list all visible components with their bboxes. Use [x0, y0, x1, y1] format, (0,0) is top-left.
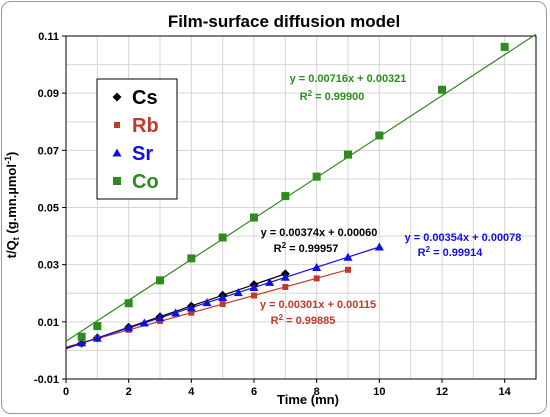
- data-point-rb: [345, 266, 351, 273]
- equations: y = 0.00374x + 0.00060 R2 = 0.99957 y = 0.…: [260, 73, 522, 327]
- equation-sr: y = 0.00354x + 0.00078: [405, 232, 522, 244]
- r2-rb: R2 = 0.99885: [271, 313, 336, 327]
- data-point-sr: [249, 283, 259, 292]
- y-label-end: ): [4, 152, 19, 156]
- legend-marker-cs: [112, 92, 122, 102]
- r2-cs: R2 = 0.99957: [274, 241, 339, 255]
- x-tick-label: 10: [373, 386, 385, 398]
- legend-label-co: Co: [132, 171, 159, 193]
- equation-rb: y = 0.00301x + 0.00115: [260, 299, 376, 311]
- trend-line-co: [65, 33, 537, 342]
- data-point-sr: [343, 252, 353, 261]
- data-point-co: [375, 131, 384, 140]
- data-points: [77, 42, 509, 348]
- data-point-sr: [139, 318, 149, 327]
- data-point-co: [312, 172, 321, 181]
- y-tick-label: 0.11: [38, 31, 59, 43]
- y-tick-label: 0.05: [38, 203, 59, 215]
- tick-labels: 0 2 4 6 8 10 12 14 -0.01 0.01 0.03 0.05 0.07 0.09 0.11: [34, 31, 512, 398]
- data-point-co: [218, 233, 227, 242]
- x-tick-label: 12: [436, 386, 448, 398]
- data-point-co: [187, 254, 196, 263]
- y-label-sub: t: [11, 237, 21, 240]
- data-point-co: [281, 192, 290, 201]
- y-tick-label: -0.01: [34, 374, 59, 386]
- x-tick-label: 2: [126, 386, 132, 398]
- y-tick-label: 0.01: [38, 317, 59, 329]
- x-tick-label: 0: [63, 386, 69, 398]
- data-point-co: [93, 322, 102, 331]
- y-tick-label: 0.07: [38, 145, 59, 157]
- x-tick-label: 4: [188, 386, 195, 398]
- equation-cs: y = 0.00374x + 0.00060: [261, 227, 378, 239]
- data-point-co: [500, 42, 509, 51]
- data-point-rb: [251, 292, 257, 299]
- data-point-co: [438, 85, 446, 94]
- data-point-co: [250, 213, 258, 222]
- equation-co: y = 0.00716x + 0.00321: [290, 73, 407, 85]
- r2-sr: R2 = 0.99914: [418, 245, 484, 259]
- data-point-sr: [218, 293, 228, 302]
- data-point-co: [156, 276, 164, 285]
- y-axis-label: t/Qt (g.mn.µmol-1): [3, 152, 21, 259]
- data-point-co: [344, 150, 352, 159]
- data-point-rb: [188, 309, 195, 316]
- legend: Cs Rb Sr Co: [96, 78, 178, 200]
- y-tick-label: 0.03: [38, 260, 59, 272]
- chart-title: Film-surface diffusion model: [168, 12, 400, 31]
- legend-marker-sr: [112, 148, 122, 157]
- data-point-sr: [171, 308, 181, 317]
- y-label-main: t/Q: [4, 240, 19, 258]
- data-point-sr: [92, 333, 102, 342]
- legend-box: [96, 78, 178, 200]
- data-point-sr: [374, 242, 384, 251]
- y-label-sup: -1: [3, 156, 13, 164]
- legend-label-rb: Rb: [132, 115, 159, 137]
- r2-co: R2 = 0.99900: [300, 89, 365, 103]
- legend-marker-co: [113, 177, 121, 185]
- x-tick-label: 8: [314, 386, 320, 398]
- data-point-sr: [77, 338, 87, 347]
- data-point-rb: [313, 275, 320, 282]
- data-point-sr: [265, 277, 275, 286]
- x-axis-label: Time (mn): [277, 392, 339, 407]
- data-point-sr: [312, 263, 322, 272]
- data-point-sr: [280, 272, 290, 281]
- x-tick-label: 6: [251, 386, 257, 398]
- data-point-co: [77, 332, 86, 341]
- x-tick-label: 14: [499, 386, 512, 398]
- legend-label-sr: Sr: [132, 143, 153, 165]
- data-point-rb: [282, 283, 289, 290]
- y-label-rest: (g.mn.µmol: [4, 164, 19, 237]
- data-point-rb: [219, 301, 226, 308]
- data-point-sr: [155, 313, 165, 322]
- data-point-sr: [233, 288, 243, 297]
- data-point-co: [124, 299, 133, 308]
- data-point-sr: [124, 323, 134, 332]
- legend-marker-rb: [114, 122, 120, 128]
- data-point-sr: [202, 298, 212, 307]
- y-tick-label: 0.09: [38, 88, 59, 100]
- data-point-sr: [186, 303, 196, 312]
- legend-label-cs: Cs: [132, 87, 158, 109]
- trend-line-rb: [65, 269, 349, 348]
